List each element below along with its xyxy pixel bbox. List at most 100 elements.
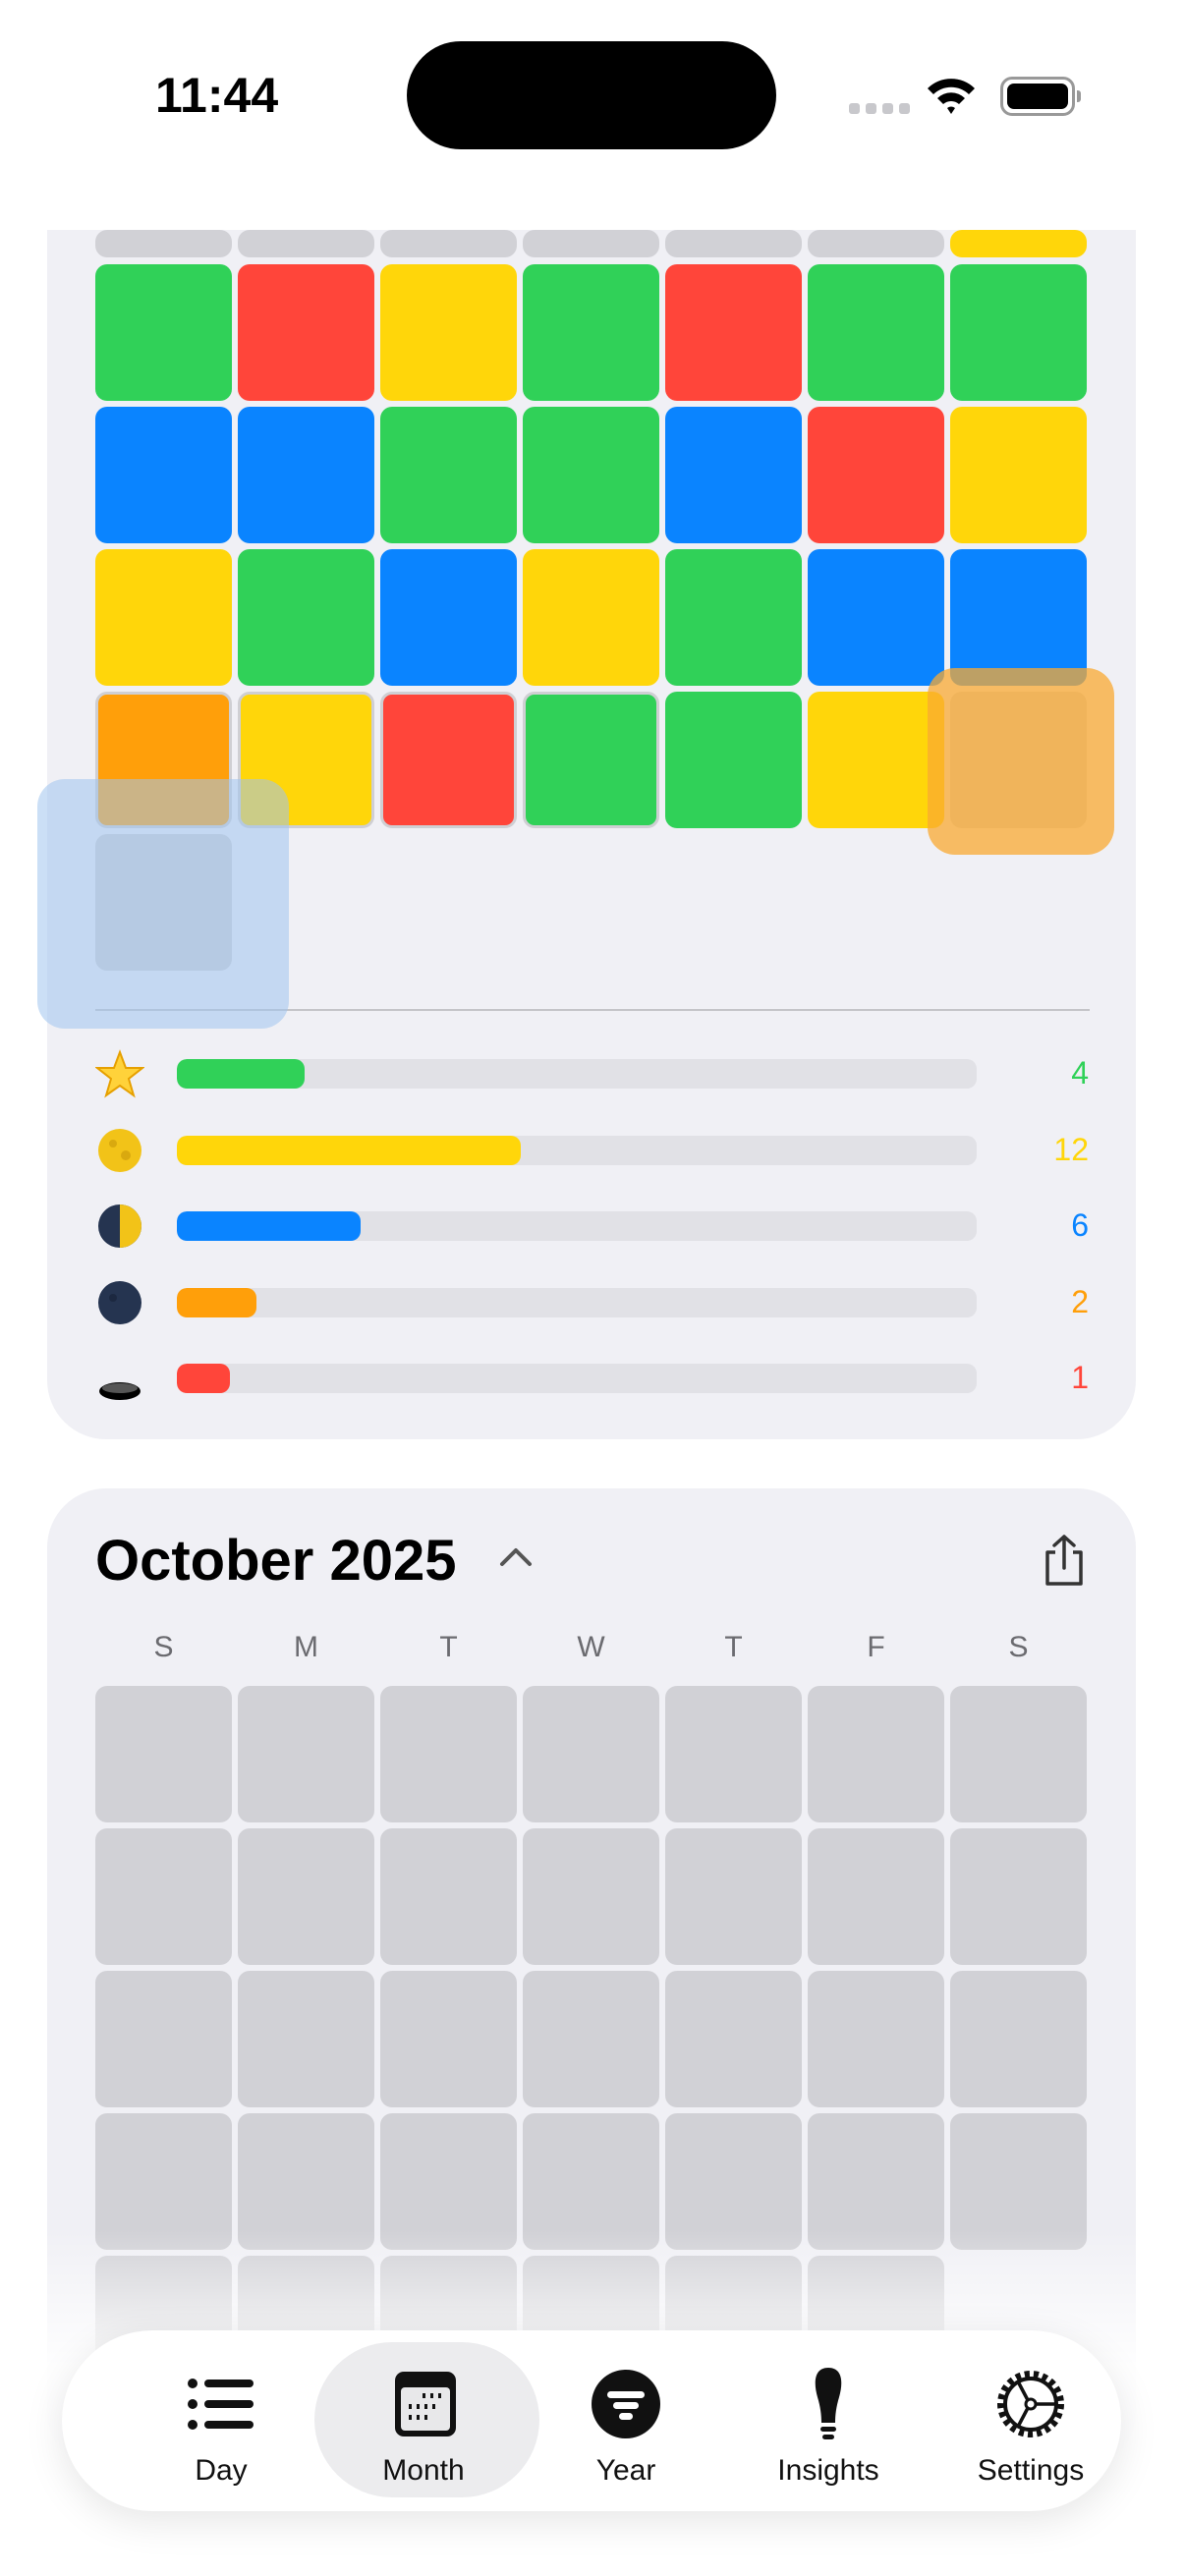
status-time: 11:44 — [155, 68, 279, 123]
day-cell-green[interactable] — [950, 264, 1087, 401]
day-cell-empty[interactable] — [523, 230, 659, 257]
stat-count: 4 — [1071, 1055, 1089, 1091]
day-cell-blue[interactable] — [95, 407, 232, 543]
stat-bar-track — [177, 1287, 977, 1317]
tab-settings[interactable]: Settings — [925, 2330, 1137, 2511]
day-cell-empty[interactable] — [95, 1828, 232, 1965]
touch-indicator-orange — [928, 668, 1114, 855]
day-cell-green[interactable] — [238, 549, 374, 686]
tab-month[interactable]: Month — [314, 2330, 539, 2511]
stat-bar-track — [177, 1059, 977, 1089]
day-cell-empty[interactable] — [95, 1971, 232, 2107]
battery-icon — [1000, 77, 1075, 116]
tab-day[interactable]: Day — [115, 2330, 327, 2511]
stat-bar-fill — [177, 1364, 230, 1393]
day-cell-empty[interactable] — [523, 2113, 659, 2250]
day-cell-green[interactable] — [523, 692, 659, 828]
day-cell-empty[interactable] — [665, 2113, 802, 2250]
day-cell-empty[interactable] — [380, 2113, 517, 2250]
day-cell-empty[interactable] — [380, 1971, 517, 2107]
tab-label: Insights — [777, 2454, 879, 2487]
day-cell-yellow[interactable] — [523, 549, 659, 686]
month-title[interactable]: October 2025 — [95, 1529, 457, 1593]
day-cell-empty[interactable] — [950, 1971, 1087, 2107]
day-cell-empty[interactable] — [380, 1686, 517, 1822]
tab-insights[interactable]: Insights — [722, 2330, 934, 2511]
stat-bar-fill — [177, 1211, 362, 1241]
day-cell-red[interactable] — [380, 692, 517, 828]
divider — [95, 1009, 1090, 1011]
day-cell-empty[interactable] — [380, 1828, 517, 1965]
day-cell-red[interactable] — [665, 264, 802, 401]
day-cell-green[interactable] — [523, 407, 659, 543]
share-icon[interactable] — [1040, 1533, 1089, 1588]
day-cell-red[interactable] — [808, 407, 944, 543]
stat-bar-track — [177, 1135, 977, 1165]
day-cell-empty[interactable] — [950, 2113, 1087, 2250]
day-cell-empty[interactable] — [665, 1686, 802, 1822]
day-cell-empty[interactable] — [665, 1828, 802, 1965]
day-cell-blue[interactable] — [238, 407, 374, 543]
day-cell-empty[interactable] — [950, 1828, 1087, 1965]
day-cell-yellow[interactable] — [95, 549, 232, 686]
day-cell-empty[interactable] — [808, 230, 944, 257]
stat-bar-fill — [177, 1135, 522, 1165]
day-cell-empty[interactable] — [808, 1828, 944, 1965]
list-bullet-icon — [188, 2379, 254, 2430]
day-cell-empty[interactable] — [380, 230, 517, 257]
day-cell-empty[interactable] — [238, 1971, 374, 2107]
day-cell-empty[interactable] — [808, 2113, 944, 2250]
day-cell-blue[interactable] — [380, 549, 517, 686]
day-cell-green[interactable] — [665, 692, 802, 828]
calendar-icon — [395, 2372, 456, 2436]
tab-year[interactable]: Year — [520, 2330, 732, 2511]
day-cell-empty[interactable] — [238, 1686, 374, 1822]
stat-count: 6 — [1071, 1207, 1089, 1243]
day-cell-yellow[interactable] — [950, 407, 1087, 543]
weekday-label: F — [867, 1631, 885, 1663]
battery-cap — [1077, 90, 1081, 102]
new-moon-emoji-icon — [95, 1278, 144, 1327]
stat-count: 1 — [1071, 1360, 1089, 1395]
stat-bar-fill — [177, 1059, 306, 1089]
gear-icon — [997, 2371, 1064, 2437]
day-cell-empty[interactable] — [808, 1686, 944, 1822]
day-cell-empty[interactable] — [238, 1828, 374, 1965]
filter-circle-icon — [592, 2370, 660, 2438]
tab-label: Settings — [977, 2454, 1085, 2487]
day-cell-empty[interactable] — [523, 1971, 659, 2107]
star-emoji-icon — [94, 1049, 145, 1098]
day-cell-empty[interactable] — [950, 1686, 1087, 1822]
day-cell-green[interactable] — [808, 264, 944, 401]
dynamic-island — [407, 41, 776, 149]
day-cell-yellow[interactable] — [950, 230, 1087, 257]
day-cell-blue[interactable] — [950, 549, 1087, 686]
day-cell-yellow[interactable] — [380, 264, 517, 401]
weekday-label: M — [294, 1631, 318, 1663]
day-cell-green[interactable] — [380, 407, 517, 543]
day-cell-blue[interactable] — [665, 407, 802, 543]
day-cell-green[interactable] — [523, 264, 659, 401]
day-cell-empty[interactable] — [95, 2113, 232, 2250]
stat-count: 12 — [1053, 1131, 1089, 1167]
day-cell-yellow[interactable] — [808, 692, 944, 828]
day-cell-empty[interactable] — [238, 2113, 374, 2250]
day-cell-empty[interactable] — [95, 230, 232, 257]
day-cell-green[interactable] — [95, 264, 232, 401]
day-cell-empty[interactable] — [665, 1971, 802, 2107]
day-cell-empty[interactable] — [808, 1971, 944, 2107]
day-cell-empty[interactable] — [665, 230, 802, 257]
day-cell-empty[interactable] — [238, 230, 374, 257]
weekday-label: T — [724, 1631, 743, 1663]
full-moon-emoji-icon — [95, 1126, 144, 1175]
weekday-label: S — [1008, 1631, 1029, 1663]
chevron-up-icon[interactable] — [496, 1542, 536, 1572]
day-cell-empty[interactable] — [95, 1686, 232, 1822]
tab-label: Day — [195, 2454, 248, 2487]
day-cell-blue[interactable] — [808, 549, 944, 686]
day-cell-red[interactable] — [238, 264, 374, 401]
day-cell-empty[interactable] — [523, 1686, 659, 1822]
day-cell-empty[interactable] — [523, 1828, 659, 1965]
day-cell-green[interactable] — [665, 549, 802, 686]
stat-count: 2 — [1071, 1283, 1089, 1319]
